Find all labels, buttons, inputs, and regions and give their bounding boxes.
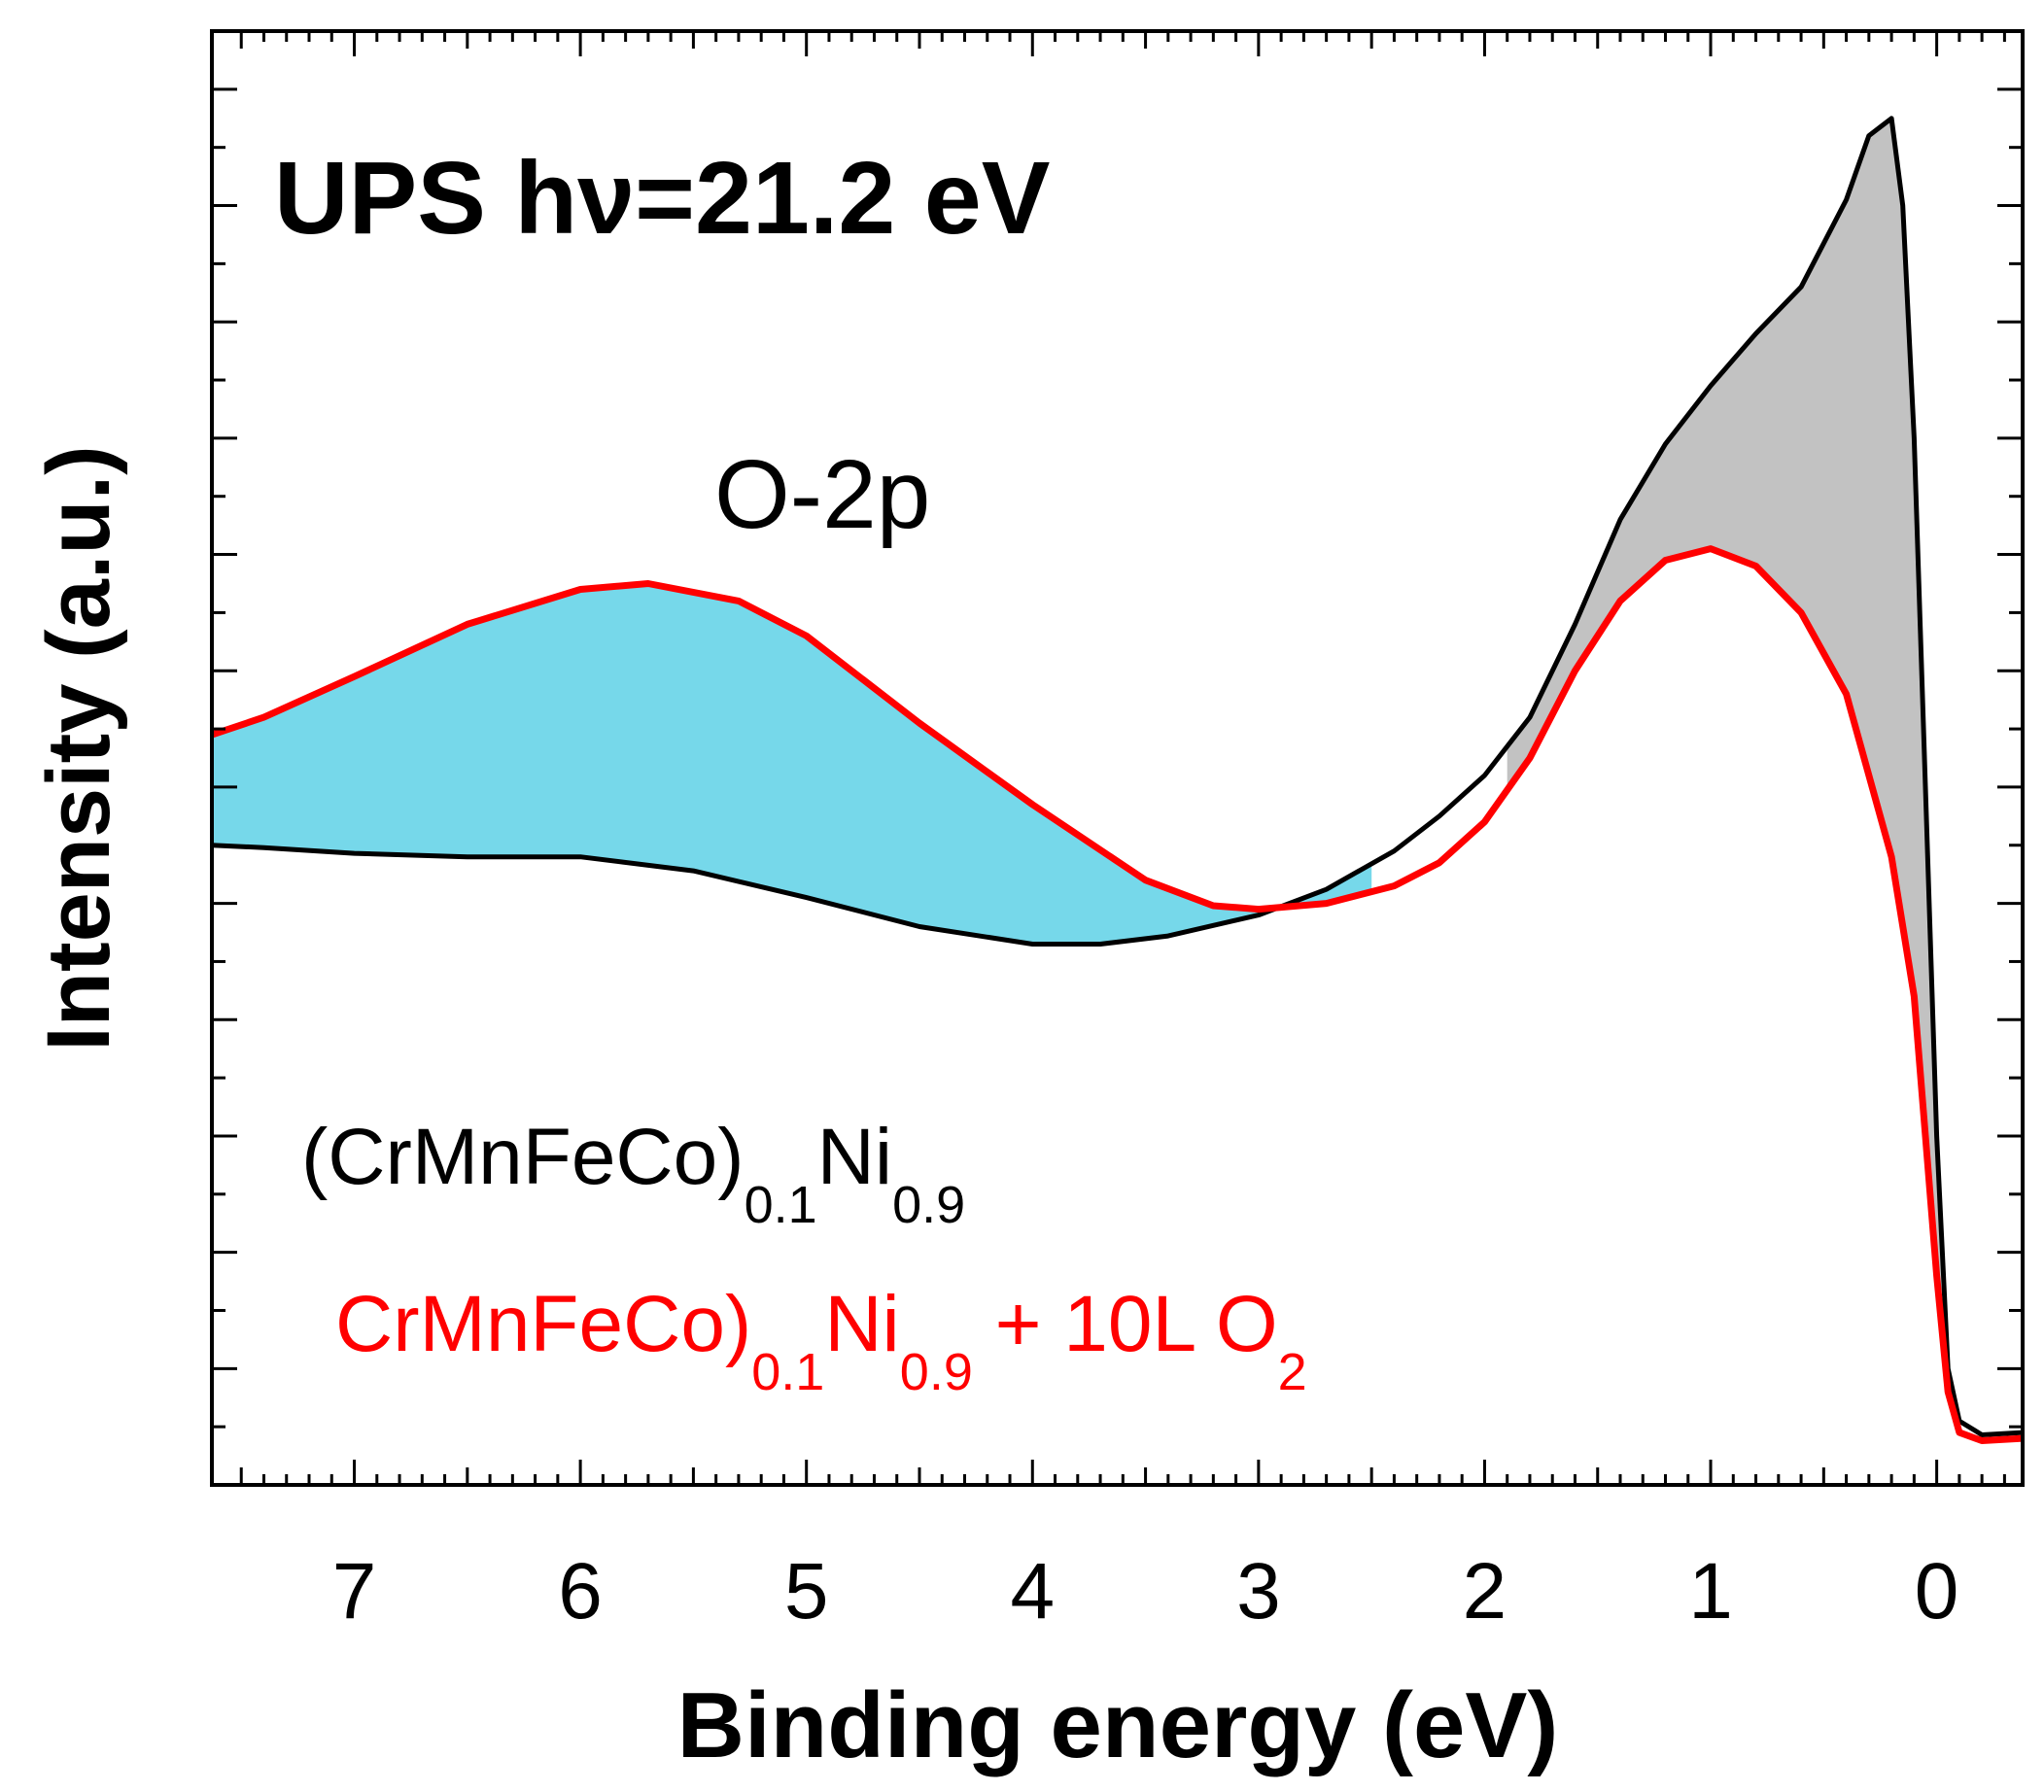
chart-title: UPS hν=21.2 eV <box>274 141 1050 256</box>
x-tick-label: 1 <box>1688 1547 1733 1636</box>
series-line-0 <box>211 116 2024 1437</box>
legend-entry-oxygen: CrMnFeCo)0.1Ni0.9 + 10L O2 <box>335 1280 1307 1401</box>
x-tick-label: 5 <box>784 1547 829 1636</box>
fill-region-1 <box>1507 119 1942 1323</box>
x-tick-label: 7 <box>332 1547 377 1636</box>
o2p-annotation: O-2p <box>714 440 930 549</box>
x-tick-label: 0 <box>1915 1547 1959 1636</box>
x-tick-label: 3 <box>1236 1547 1281 1636</box>
y-axis-label: Intensity (a.u.) <box>29 445 128 1051</box>
series-lines <box>210 116 2024 1444</box>
plot-frame <box>210 29 2025 1487</box>
x-tick-labels: 7 6 5 4 3 2 1 0 <box>332 1547 1959 1636</box>
x-tick-label: 6 <box>558 1547 603 1636</box>
legend-entry-pristine: (CrMnFeCo)0.1Ni0.9 <box>301 1113 965 1234</box>
fill-region-0 <box>212 583 1372 945</box>
x-tick-label: 4 <box>1010 1547 1055 1636</box>
fill-regions <box>212 119 1942 1323</box>
x-tick-label: 2 <box>1463 1547 1507 1636</box>
x-axis-label: Binding energy (eV) <box>677 1673 1559 1777</box>
series-line-1 <box>210 545 2024 1444</box>
